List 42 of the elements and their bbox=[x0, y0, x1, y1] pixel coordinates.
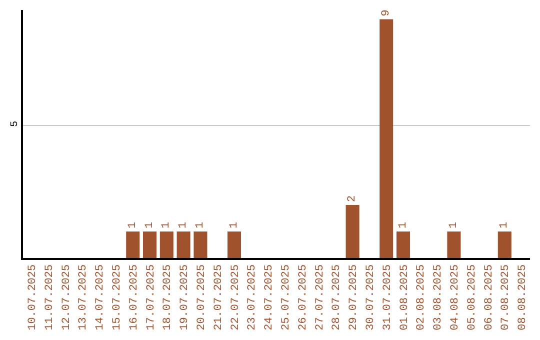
x-tick-label: 27.07.2025 bbox=[314, 264, 326, 330]
x-tick-label: 04.08.2025 bbox=[450, 264, 462, 330]
x-tick-label: 28.07.2025 bbox=[331, 264, 344, 330]
x-tick-label: 01.08.2025 bbox=[398, 264, 411, 330]
data-label: 1 bbox=[126, 221, 139, 228]
x-tick-label: 18.07.2025 bbox=[162, 264, 174, 330]
x-tick-label: 12.07.2025 bbox=[60, 264, 73, 330]
x-tick-label: 15.07.2025 bbox=[112, 264, 124, 330]
x-tick-label: 05.08.2025 bbox=[466, 264, 478, 330]
x-tick-label: 02.08.2025 bbox=[416, 264, 428, 330]
x-tick-label: 29.07.2025 bbox=[348, 264, 360, 330]
x-tick-label: 25.07.2025 bbox=[280, 264, 293, 330]
x-tick-label: 07.08.2025 bbox=[500, 264, 512, 330]
x-tick-label: 21.07.2025 bbox=[212, 264, 225, 330]
x-tick-label: 11.07.2025 bbox=[44, 264, 56, 330]
data-label: 1 bbox=[498, 221, 511, 228]
data-label: 1 bbox=[144, 221, 156, 228]
x-tick-label: 17.07.2025 bbox=[145, 264, 158, 330]
x-tick-label: 10.07.2025 bbox=[27, 264, 40, 330]
x-tick-label: 30.07.2025 bbox=[365, 264, 378, 330]
data-label: 2 bbox=[346, 195, 359, 202]
x-tick-label: 26.07.2025 bbox=[297, 264, 310, 330]
data-label: 1 bbox=[194, 221, 206, 228]
x-tick-label: 23.07.2025 bbox=[246, 264, 259, 330]
x-tick-label: 24.07.2025 bbox=[264, 264, 276, 330]
y-tick-label: 5 bbox=[10, 120, 21, 127]
data-label: 1 bbox=[160, 221, 173, 228]
x-tick-label: 08.08.2025 bbox=[517, 264, 530, 330]
x-tick-label: 13.07.2025 bbox=[78, 264, 90, 330]
x-tick-label: 03.08.2025 bbox=[432, 264, 445, 330]
data-label: 1 bbox=[228, 221, 240, 228]
data-label: 9 bbox=[380, 10, 392, 16]
data-label: 1 bbox=[178, 221, 190, 228]
x-tick-label: 19.07.2025 bbox=[179, 264, 192, 330]
x-tick-label: 31.07.2025 bbox=[382, 264, 394, 330]
data-label: 1 bbox=[397, 221, 410, 228]
x-tick-label: 22.07.2025 bbox=[230, 264, 242, 330]
x-tick-label: 20.07.2025 bbox=[196, 264, 208, 330]
data-label: 1 bbox=[448, 221, 460, 228]
x-tick-label: 14.07.2025 bbox=[94, 264, 107, 330]
x-tick-label: 06.08.2025 bbox=[483, 264, 496, 330]
x-tick-label: 16.07.2025 bbox=[128, 264, 140, 330]
